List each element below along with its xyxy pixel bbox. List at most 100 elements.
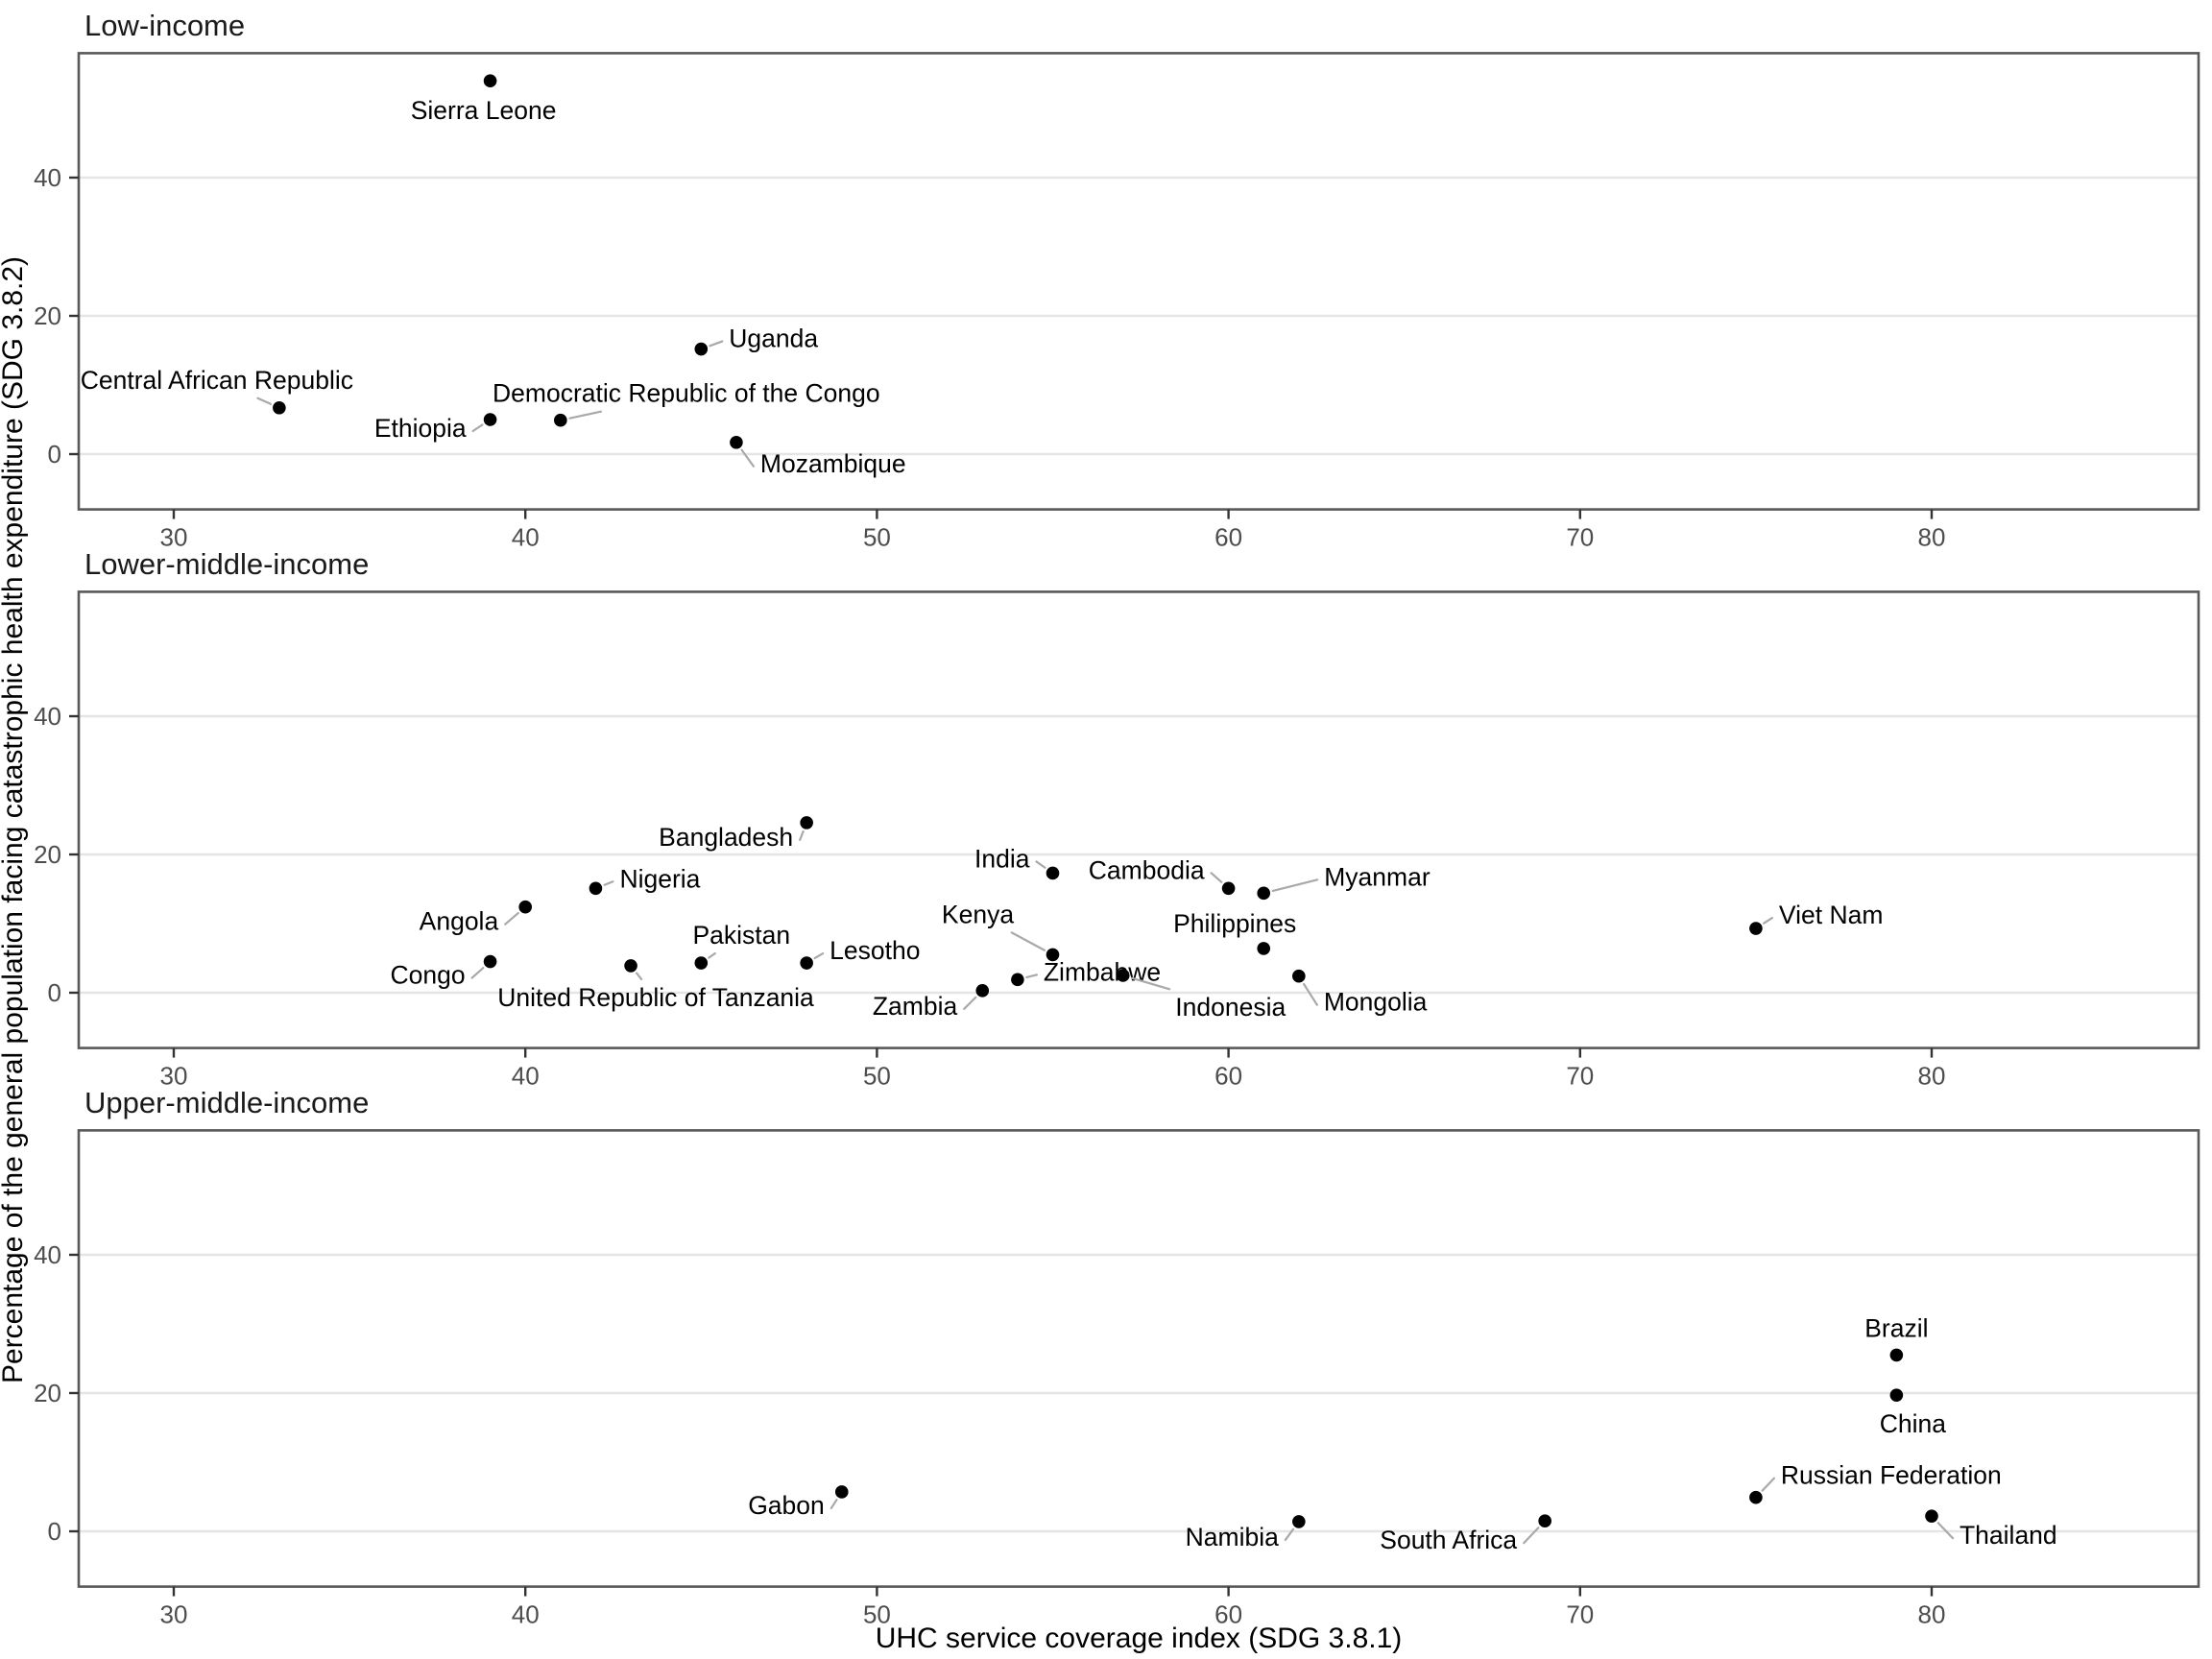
data-point-namibia (1292, 1515, 1306, 1528)
leader-line-uganda (709, 340, 724, 348)
x-tick-label: 50 (863, 1600, 891, 1629)
country-label-angola: Angola (420, 907, 499, 936)
y-tick-label: 20 (34, 1379, 61, 1407)
y-tick-label: 0 (48, 1517, 61, 1546)
data-point-zambia (975, 984, 990, 998)
data-point-sierra-leone (483, 74, 497, 87)
data-point-ethiopia (483, 413, 497, 426)
leader-line-democratic-republic-of-the-congo (568, 410, 603, 420)
data-point-central-african-republic (273, 400, 286, 415)
leader-line-namibia (1284, 1527, 1295, 1542)
x-tick-label: 60 (1214, 1062, 1242, 1091)
data-point-mongolia (1292, 969, 1306, 983)
data-point-uganda (694, 342, 709, 356)
country-label-indonesia: Indonesia (1175, 993, 1286, 1022)
country-label-ethiopia: Ethiopia (374, 414, 467, 443)
data-point-pakistan (694, 956, 709, 970)
leader-line-viet-nam (1763, 916, 1774, 925)
country-label-nigeria: Nigeria (619, 864, 700, 893)
data-point-viet-nam (1749, 922, 1763, 935)
x-tick-label: 60 (1214, 1600, 1242, 1629)
x-tick-label: 50 (863, 523, 891, 552)
y-tick-label: 0 (48, 440, 61, 469)
facet-title-upper-middle-income: Upper-middle-income (84, 1086, 370, 1120)
leader-line-nigeria (603, 880, 614, 886)
x-axis-title: UHC service coverage index (SDG 3.8.1) (875, 1623, 1403, 1654)
y-tick-label: 40 (34, 1240, 61, 1269)
country-label-gabon: Gabon (748, 1491, 825, 1520)
data-point-thailand (1925, 1509, 1938, 1523)
country-label-viet-nam: Viet Nam (1779, 901, 1884, 929)
data-point-congo (483, 954, 497, 969)
country-label-myanmar: Myanmar (1324, 862, 1431, 891)
panel-border-upper-middle-income (77, 1129, 2200, 1588)
x-tick-label: 40 (512, 1600, 540, 1629)
data-point-kenya (1046, 948, 1060, 962)
x-tick-label: 80 (1918, 1062, 1946, 1091)
y-axis-title: Percentage of the general population fac… (0, 255, 29, 1384)
country-label-china: China (1880, 1409, 1947, 1438)
country-label-central-african-republic: Central African Republic (81, 366, 353, 395)
country-label-pakistan: Pakistan (692, 921, 790, 950)
facet-title-low-income: Low-income (84, 9, 246, 43)
leader-line-united-republic-of-tanzania (636, 972, 643, 981)
leader-line-zimbabwe (1025, 974, 1038, 979)
country-label-philippines: Philippines (1173, 909, 1296, 938)
leader-line-south-africa (1523, 1527, 1540, 1545)
country-label-brazil: Brazil (1864, 1313, 1928, 1342)
country-label-democratic-republic-of-the-congo: Democratic Republic of the Congo (493, 379, 880, 408)
country-label-sierra-leone: Sierra Leone (411, 96, 557, 125)
country-label-mongolia: Mongolia (1324, 988, 1428, 1017)
leader-line-pakistan (708, 951, 716, 959)
data-point-nigeria (589, 881, 603, 896)
country-label-congo: Congo (390, 961, 465, 990)
country-label-russian-federation: Russian Federation (1781, 1461, 2002, 1490)
leader-line-myanmar (1271, 878, 1319, 893)
x-tick-label: 30 (160, 1600, 188, 1629)
country-label-thailand: Thailand (1960, 1521, 2057, 1550)
country-label-united-republic-of-tanzania: United Republic of Tanzania (497, 983, 814, 1012)
y-tick-label: 0 (48, 978, 61, 1007)
data-point-indonesia (1116, 969, 1130, 982)
leader-line-cambodia (1210, 872, 1223, 883)
data-point-democratic-republic-of-the-congo (554, 413, 567, 427)
data-point-lesotho (800, 956, 813, 970)
facet-title-lower-middle-income: Lower-middle-income (84, 547, 370, 582)
panel-border-lower-middle-income (77, 590, 2200, 1049)
x-tick-label: 50 (863, 1062, 891, 1091)
country-label-kenya: Kenya (942, 900, 1014, 928)
x-tick-label: 60 (1214, 523, 1242, 552)
y-tick-label: 20 (34, 301, 61, 330)
y-tick-label: 40 (34, 702, 61, 731)
country-label-india: India (974, 844, 1030, 873)
leader-line-lesotho (813, 951, 825, 960)
panel-border-low-income (77, 52, 2200, 511)
x-tick-label: 30 (160, 523, 188, 552)
leader-line-india (1035, 860, 1046, 869)
country-label-zambia: Zambia (873, 992, 958, 1021)
country-label-mozambique: Mozambique (760, 449, 906, 478)
x-tick-label: 40 (512, 1062, 540, 1091)
leader-line-kenya (1010, 931, 1046, 951)
y-tick-label: 20 (34, 840, 61, 869)
y-tick-label: 40 (34, 163, 61, 192)
leader-line-gabon (830, 1499, 838, 1510)
data-point-bangladesh (800, 816, 813, 830)
data-point-zimbabwe (1011, 973, 1024, 987)
leader-line-congo (470, 967, 485, 979)
data-point-india (1046, 866, 1060, 880)
data-point-russian-federation (1749, 1490, 1763, 1504)
country-label-namibia: Namibia (1186, 1523, 1279, 1551)
data-point-brazil (1889, 1348, 1904, 1362)
data-point-gabon (834, 1485, 849, 1499)
leader-line-angola (504, 911, 519, 926)
data-point-south-africa (1538, 1514, 1551, 1527)
leader-line-ethiopia (471, 423, 484, 433)
x-tick-label: 80 (1918, 1600, 1946, 1629)
x-tick-label: 30 (160, 1062, 188, 1091)
leader-line-mongolia (1302, 982, 1318, 1006)
country-label-south-africa: South Africa (1380, 1526, 1517, 1554)
x-tick-label: 40 (512, 523, 540, 552)
leader-line-bangladesh (799, 830, 805, 841)
